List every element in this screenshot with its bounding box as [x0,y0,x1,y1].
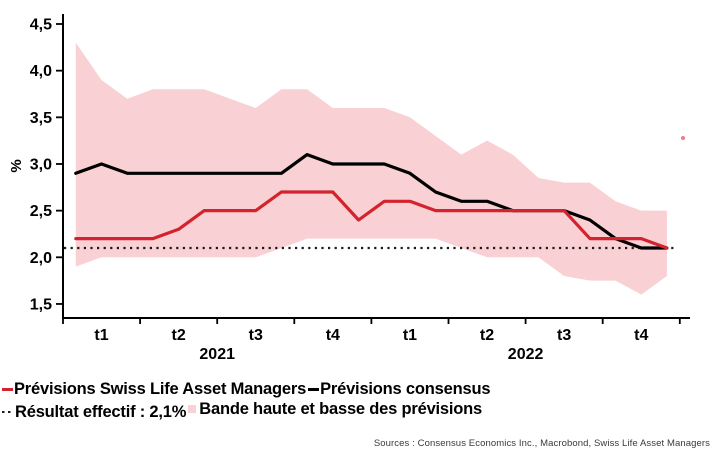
inflation-forecast-chart: 4,5 4,0 3,5 3,0 2,5 2,0 1,5% t1 t2 t3 t4 t1 t2 t3 t4 20… [8,14,690,363]
y-tick-label: 2,0 [30,250,52,267]
legend-item-actual-result: Résultat effectif : 2,1% [2,401,186,423]
sources-text: Sources : Consensus Economics Inc., Macr… [373,438,710,449]
y-tick-label: 3,5 [30,110,52,127]
y-tick-label: 2,5 [30,203,52,220]
quarter-label: t3 [249,327,263,344]
legend-row-1: Prévisions Swiss Life Asset Managers Prév… [2,376,491,400]
quarter-label: t3 [557,327,571,344]
legend-item-band: Bande haute et basse des prévisions [188,398,482,420]
y-tick-label: 4,5 [30,17,52,34]
year-label: 2022 [508,346,544,363]
quarter-label: t4 [326,327,340,344]
legend-label-actual-result: Résultat effectif : 2,1% [15,402,187,421]
legend: Prévisions Swiss Life Asset Managers Prév… [2,376,491,423]
legend-label-band: Bande haute et basse des prévisions [199,400,483,418]
quarter-label: t2 [480,327,494,344]
y-tick-label: 4,0 [30,63,52,80]
y-tick-label: 3,0 [30,156,52,173]
forecast-band [75,42,667,295]
legend-item-consensus: Prévisions consensus [308,378,491,400]
y-tick-label: 1,5 [30,296,52,313]
year-label: 2021 [199,346,235,363]
red-line-marker [2,387,13,391]
y-axis-unit-label: % [8,159,25,172]
stray-band-speck [681,136,685,140]
consensus-line [74,153,669,250]
quarter-label: t1 [403,327,417,344]
quarter-label: t2 [172,327,186,344]
legend-item-swiss-life: Prévisions Swiss Life Asset Managers [2,378,306,400]
legend-label-consensus: Prévisions consensus [320,380,491,399]
legend-label-swiss-life: Prévisions Swiss Life Asset Managers [14,380,307,399]
band-marker [188,405,197,413]
quarter-label: t4 [634,327,648,344]
black-line-marker [308,387,320,391]
legend-row-2: Résultat effectif : 2,1% Bande haute et b… [2,398,490,423]
dotted-line-marker [2,410,11,413]
quarter-label: t1 [94,327,108,344]
swiss-life-line [74,190,669,250]
